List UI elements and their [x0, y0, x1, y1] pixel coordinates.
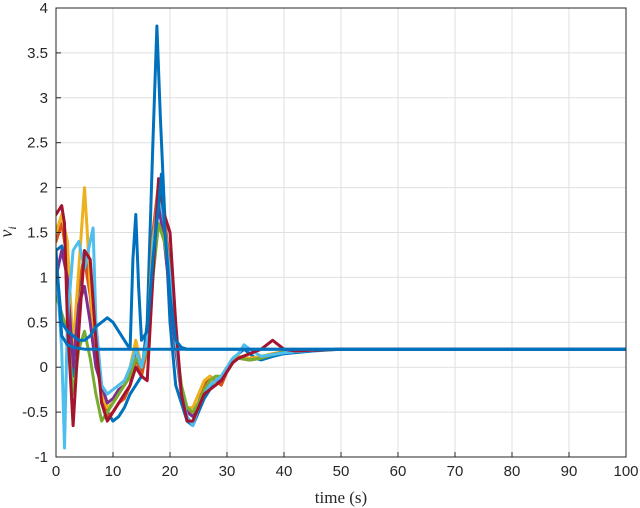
y-axis-label: vi: [0, 226, 19, 237]
x-tick-label: 80: [504, 463, 521, 480]
x-axis-label: time (s): [315, 488, 367, 507]
y-tick-label: 0: [40, 359, 48, 376]
y-tick-label: -0.5: [22, 404, 48, 421]
grid-lines: [55, 7, 627, 458]
series-line-9: [56, 249, 626, 351]
y-tick-label: 0.5: [27, 314, 48, 331]
x-tick-label: 70: [447, 463, 464, 480]
axis-ticks: [55, 7, 627, 458]
x-tick-label: 50: [333, 463, 350, 480]
x-tick-label: 60: [390, 463, 407, 480]
x-tick-label: 0: [52, 463, 60, 480]
y-tick-label: 3.5: [27, 45, 48, 62]
x-tick-label: 20: [162, 463, 179, 480]
y-tick-label: 1: [40, 269, 48, 286]
y-tick-labels: -1 -0.5 0 0.5 1 1.5 2 2.5 3 3.5 4: [22, 0, 48, 466]
y-tick-label: 4: [40, 0, 48, 17]
series-layer: [56, 24, 626, 450]
x-tick-label: 100: [613, 463, 638, 480]
y-tick-label: 2: [40, 180, 48, 197]
y-tick-label: 1.5: [27, 225, 48, 242]
y-tick-label: -1: [35, 449, 48, 466]
y-tick-label: 3: [40, 90, 48, 107]
y-tick-label: 2.5: [27, 135, 48, 152]
x-tick-label: 90: [561, 463, 578, 480]
x-tick-label: 40: [276, 463, 293, 480]
x-tick-labels: 0 10 20 30 40 50 60 70 80 90 100: [52, 463, 639, 480]
x-tick-label: 10: [105, 463, 122, 480]
x-tick-label: 30: [219, 463, 236, 480]
